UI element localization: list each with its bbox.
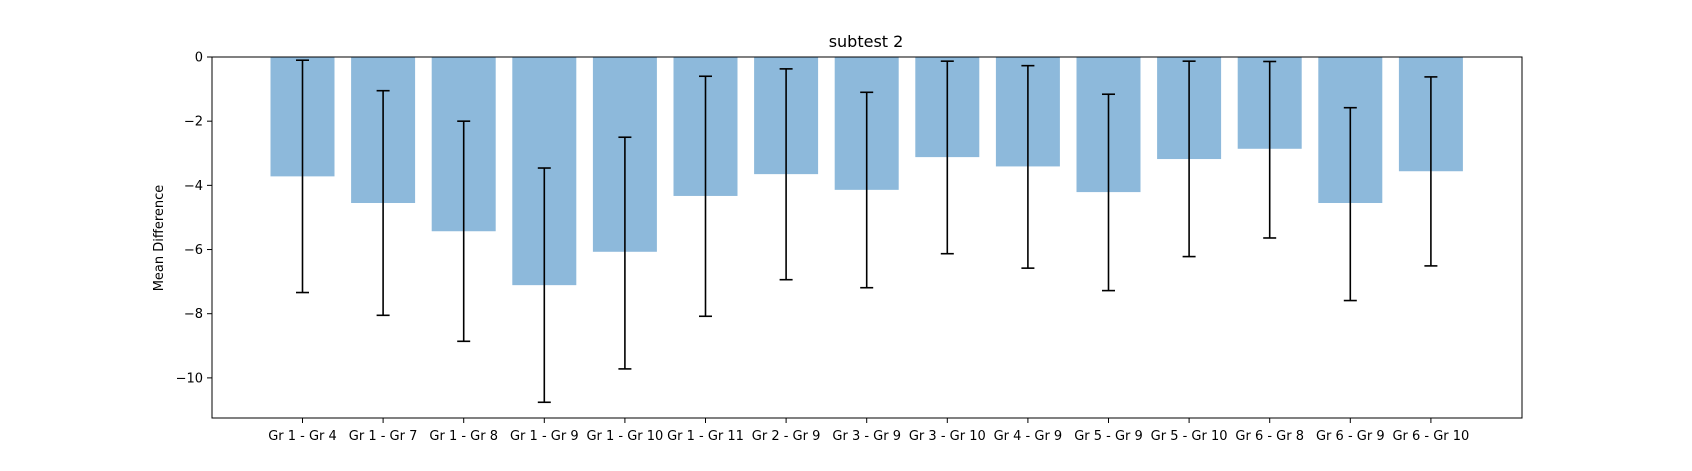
error-bar [940, 60, 954, 255]
error-bar [618, 136, 632, 370]
y-tick-label: −2 [184, 115, 203, 130]
x-tick-label: Gr 1 - Gr 7 [349, 429, 418, 444]
plot-frame [211, 56, 1523, 419]
y-axis-label: Mean Difference [152, 185, 167, 292]
error-bar [1343, 106, 1357, 302]
error-bar [699, 75, 712, 318]
error-bar [1263, 60, 1277, 239]
x-tick-label: Gr 1 - Gr 8 [429, 429, 498, 444]
error-bar [296, 59, 309, 294]
error-bar [860, 91, 874, 289]
x-tick-label: Gr 1 - Gr 10 [586, 429, 663, 444]
error-bars-layer [296, 59, 1438, 404]
y-tick-label: −6 [184, 243, 203, 258]
error-bar [457, 120, 471, 343]
y-tick-label: −10 [176, 371, 203, 386]
x-axis-ticks: Gr 1 - Gr 4 Gr 1 - Gr 7 Gr 1 - Gr 8 Gr 1 - … [268, 418, 1469, 444]
y-tick-label: −4 [184, 179, 203, 194]
error-bar [1182, 60, 1196, 258]
y-tick-label: 0 [195, 51, 203, 66]
error-bar [1021, 64, 1035, 269]
x-tick-label: Gr 6 - Gr 8 [1235, 429, 1304, 444]
x-tick-label: Gr 5 - Gr 9 [1074, 429, 1143, 444]
x-tick-label: Gr 3 - Gr 9 [832, 429, 901, 444]
x-tick-label: Gr 1 - Gr 9 [510, 429, 579, 444]
x-tick-label: Gr 5 - Gr 10 [1151, 429, 1228, 444]
x-tick-label: Gr 1 - Gr 4 [268, 429, 337, 444]
y-tick-label: −8 [184, 307, 203, 322]
chart-title: subtest 2 [829, 32, 904, 51]
x-tick-label: Gr 3 - Gr 10 [909, 429, 986, 444]
x-tick-label: Gr 6 - Gr 10 [1392, 429, 1469, 444]
error-bar [1424, 76, 1438, 267]
x-tick-label: Gr 4 - Gr 9 [994, 429, 1063, 444]
error-bar [779, 68, 793, 281]
error-bar [376, 89, 390, 317]
x-tick-label: Gr 6 - Gr 9 [1316, 429, 1385, 444]
x-tick-label: Gr 2 - Gr 9 [752, 429, 821, 444]
y-axis-ticks: 0 −2 −4 −6 −8 −10 [176, 51, 212, 386]
x-tick-label: Gr 1 - Gr 11 [667, 429, 744, 444]
error-bar [537, 167, 551, 404]
error-bar [1102, 93, 1115, 292]
